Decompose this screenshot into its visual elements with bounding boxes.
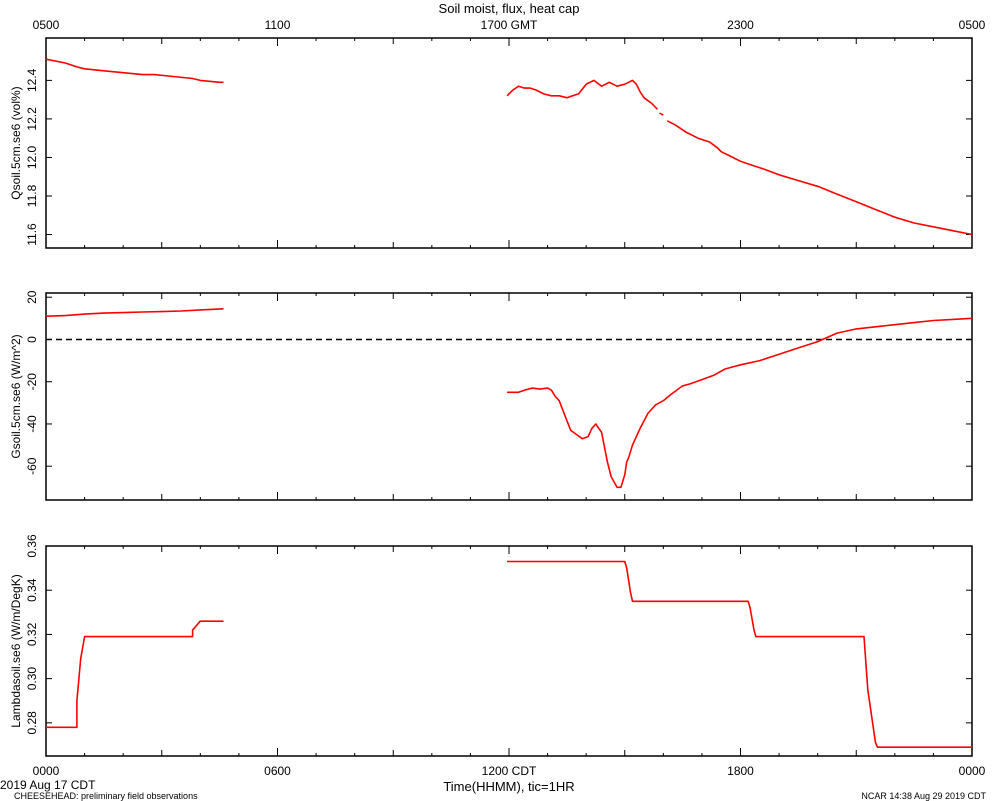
y-tick-label: -60: [25, 457, 39, 475]
series-line: [659, 112, 664, 116]
bottom-axis-labels: 0000 0600 1200 CDT 1800 0000: [33, 764, 986, 778]
chart-title: Soil moist, flux, heat cap: [439, 1, 580, 16]
y-tick-label: 0.28: [25, 711, 39, 735]
y-tick-label: 11.6: [25, 223, 39, 246]
panel-soil-thermal-conductivity: 0.28 0.30 0.32 0.34 0.36 Lambdasoil.se6 (W/m/…: [9, 534, 973, 757]
y-tick-label: -40: [25, 415, 39, 433]
y-tick-label: 0.32: [25, 622, 39, 646]
top-axis-tick-label: 1100: [265, 18, 291, 32]
y-tick-label: 20: [25, 290, 39, 304]
y-tick-label: 12.2: [25, 107, 39, 131]
top-axis-tick-label: 2300: [727, 18, 754, 32]
series-line: [46, 620, 224, 729]
footer-left-note: CHEESEHEAD: preliminary field observatio…: [14, 791, 198, 801]
top-axis-tick-label: 1700 GMT: [481, 18, 538, 32]
y-tick-label: 0.34: [25, 578, 39, 602]
footer-right-note: NCAR 14:38 Aug 29 2019 CDT: [861, 791, 986, 801]
y-axis-title: Gsoil.5cm.se6 (W/m^2): [9, 334, 23, 458]
bottom-axis-tick-label: 1200 CDT: [482, 764, 537, 778]
bottom-axis-tick-label: 0600: [264, 764, 291, 778]
series-line: [507, 560, 972, 749]
series-line: [651, 102, 659, 110]
plot-frame: [45, 37, 973, 249]
bottom-axis-tick-label: 1800: [727, 764, 754, 778]
bottom-axis-tick-label: 0000: [33, 764, 60, 778]
date-label: 2019 Aug 17 CDT: [0, 778, 96, 792]
bottom-axis-tick-label: 0000: [959, 764, 986, 778]
top-axis-tick-label: 0500: [33, 18, 60, 32]
plot-frame: [45, 292, 973, 501]
y-tick-label: 12.0: [25, 145, 39, 169]
y-tick-label: 12.4: [25, 68, 39, 92]
top-axis-labels: 0500 1100 1700 GMT 2300 0500: [33, 18, 986, 32]
series-line: [507, 317, 973, 489]
series-line: [45, 58, 224, 84]
panel-soil-heat-flux: -60 -40 -20 0 20 Gsoil.5cm.se6 (W/m^2): [9, 290, 973, 501]
y-axis-title: Qsoil.5cm.se6 (vol%): [9, 86, 23, 199]
y-axis-title: Lambdasoil.se6 (W/m/DegK): [9, 574, 23, 727]
y-tick-label: 0.30: [25, 667, 39, 691]
series-line: [45, 308, 224, 317]
y-tick-label: 0: [25, 336, 39, 343]
series-line: [666, 120, 973, 236]
y-tick-label: -20: [25, 373, 39, 391]
series-line: [506, 79, 653, 105]
plot-frame: [45, 545, 973, 757]
x-axis-title: Time(HHMM), tic=1HR: [443, 779, 574, 794]
top-axis-tick-label: 0500: [959, 18, 986, 32]
y-tick-label: 11.8: [25, 184, 39, 207]
y-tick-label: 0.36: [25, 534, 39, 558]
